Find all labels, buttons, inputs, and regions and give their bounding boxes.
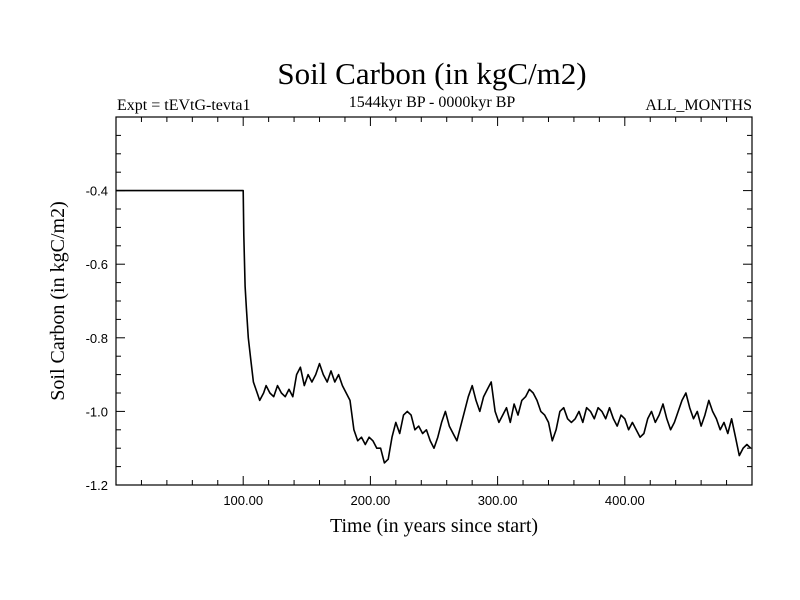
x-tick-label: 200.00	[351, 493, 391, 508]
chart-title: Soil Carbon (in kgC/m2)	[277, 56, 586, 91]
x-axis-label: Time (in years since start)	[330, 515, 538, 537]
y-tick-label: -0.8	[86, 331, 108, 346]
y-axis-label: Soil Carbon (in kgC/m2)	[47, 201, 69, 400]
x-tick-label: 400.00	[605, 493, 645, 508]
chart-subtitle-center: 1544kyr BP - 0000kyr BP	[349, 94, 516, 111]
axis-tick-labels: 100.00 200.00 300.00 400.00 -1.2 -1.0 -0.8 -0.6…	[86, 184, 645, 508]
plot-frame	[115, 116, 753, 486]
axis-ticks	[116, 117, 752, 485]
y-tick-label: -1.2	[86, 478, 108, 493]
chart-subtitle-left: Expt = tEVtG-tevta1	[117, 97, 250, 114]
x-tick-label: 300.00	[478, 493, 518, 508]
soil-carbon-series-line	[116, 189, 752, 464]
y-tick-label: -0.4	[86, 184, 108, 199]
x-tick-label: 100.00	[223, 493, 263, 508]
y-tick-label: -0.6	[86, 257, 108, 272]
chart-subtitle-right: ALL_MONTHS	[645, 97, 752, 114]
y-tick-label: -1.0	[86, 404, 108, 419]
